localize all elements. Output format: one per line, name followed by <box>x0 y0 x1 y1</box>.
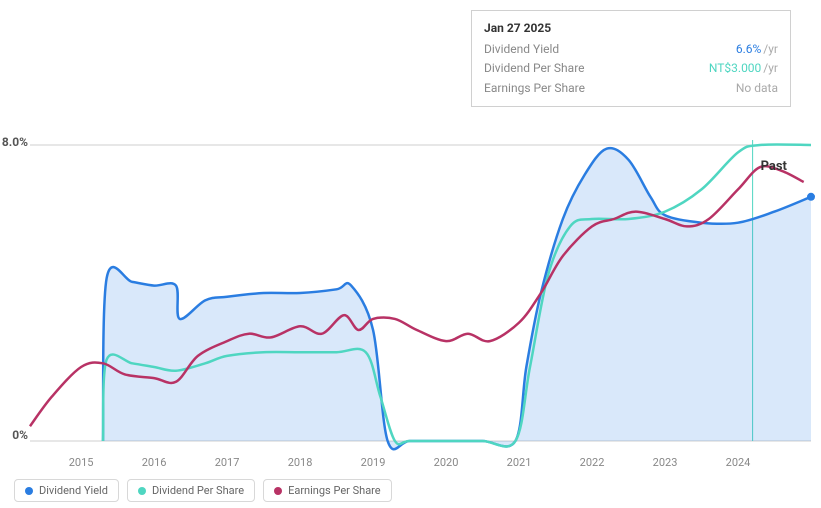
legend: Dividend Yield Dividend Per Share Earnin… <box>14 479 392 502</box>
x-tick: 2021 <box>507 456 532 469</box>
x-tick: 2015 <box>69 456 94 469</box>
legend-label: Dividend Yield <box>39 484 108 497</box>
legend-item-earnings-per-share[interactable]: Earnings Per Share <box>263 479 392 502</box>
legend-dot <box>138 487 146 495</box>
legend-item-dividend-per-share[interactable]: Dividend Per Share <box>127 479 255 502</box>
past-label: Past <box>761 159 787 174</box>
chart-container: Jan 27 2025 Dividend Yield 6.6%/yr Divid… <box>0 0 821 508</box>
legend-dot <box>25 487 33 495</box>
x-tick: 2022 <box>580 456 605 469</box>
x-tick: 2024 <box>726 456 751 469</box>
x-tick: 2017 <box>215 456 240 469</box>
x-tick: 2020 <box>434 456 459 469</box>
legend-item-dividend-yield[interactable]: Dividend Yield <box>14 479 119 502</box>
x-tick: 2023 <box>653 456 678 469</box>
x-tick: 2016 <box>142 456 167 469</box>
legend-label: Earnings Per Share <box>288 484 381 497</box>
chart-svg <box>0 0 821 508</box>
x-axis: 2015 2016 2017 2018 2019 2020 2021 2022 2023 2024… <box>30 456 811 470</box>
legend-label: Dividend Per Share <box>152 484 244 497</box>
x-tick: 2019 <box>361 456 386 469</box>
legend-dot <box>274 487 282 495</box>
x-tick: 2018 <box>288 456 313 469</box>
